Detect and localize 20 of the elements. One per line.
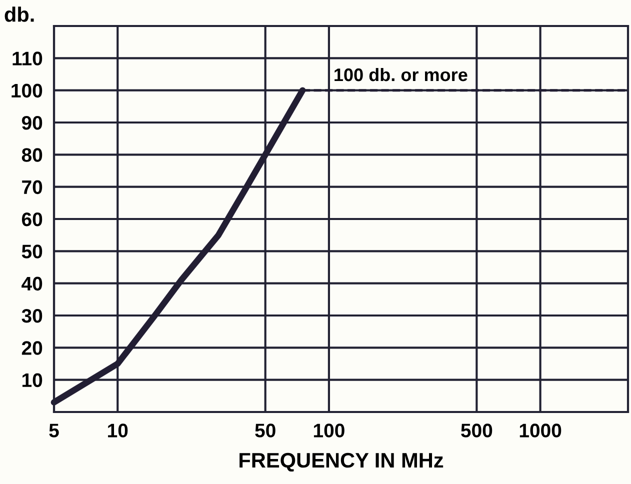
y-tick-label: 10 (22, 373, 42, 388)
y-tick-label: 30 (22, 308, 42, 323)
y-tick-label: 40 (22, 276, 42, 291)
y-tick-label: 60 (22, 212, 42, 226)
y-tick-label: 50 (22, 244, 42, 258)
y-axis-title: db. (4, 6, 34, 22)
x-tick-label: 1000 (520, 424, 562, 438)
y-tick-label: 90 (22, 116, 42, 130)
x-axis-title: FREQUENCY IN MHz (240, 452, 444, 472)
x-tick-label: 50 (255, 424, 276, 438)
x-tick-label: 10 (108, 424, 128, 438)
x-tick-label: 100 (314, 424, 344, 438)
x-tick-label: 500 (461, 424, 492, 438)
y-tick-label: 70 (22, 180, 42, 194)
annotation: 100 db. or more (334, 68, 468, 82)
y-tick-label: 100 (12, 84, 42, 98)
y-tick-label: 110 (12, 52, 42, 66)
y-tick-label: 80 (22, 148, 42, 162)
x-tick-label: 5 (49, 424, 59, 438)
y-tick-label: 20 (22, 341, 42, 355)
